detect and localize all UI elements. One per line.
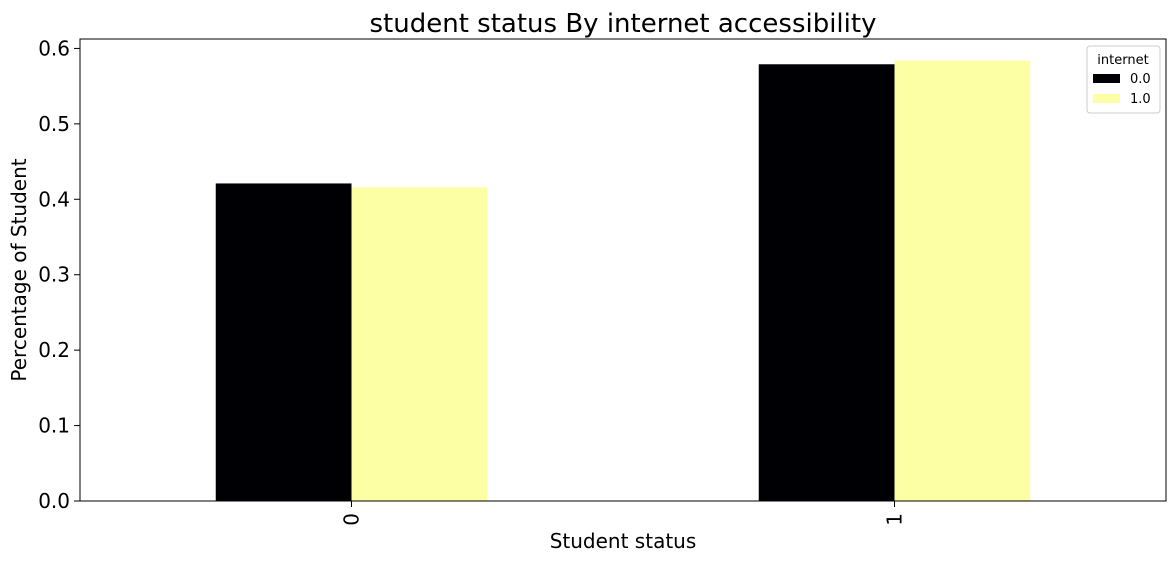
legend-swatch (1093, 94, 1120, 103)
bar-0-series-1.0 (351, 187, 488, 501)
y-axis-label: Percentage of Student (7, 158, 31, 381)
y-tick-label: 0.0 (38, 489, 70, 513)
legend-title: internet (1097, 53, 1148, 68)
x-tick-label: 1 (883, 513, 907, 526)
bars-layer (215, 60, 1031, 502)
legend-entries: 0.01.0 (1093, 72, 1151, 107)
x-axis-label: Student status (550, 529, 697, 553)
legend: internet 0.01.0 (1086, 45, 1161, 114)
y-tick-label: 0.3 (38, 263, 70, 287)
legend-swatch (1093, 74, 1120, 83)
plot-frame (79, 38, 1167, 502)
chart-title: student status By internet accessibility (370, 9, 877, 39)
bar-0-series-0.0 (215, 183, 352, 501)
bar-1-series-0.0 (758, 64, 895, 502)
y-tick-label: 0.6 (38, 36, 70, 60)
bar-1-series-1.0 (894, 60, 1031, 502)
y-tick-label: 0.1 (38, 414, 70, 438)
y-tick-label: 0.2 (38, 338, 70, 362)
y-tick-label: 0.5 (38, 112, 70, 136)
x-tick-label: 0 (340, 513, 364, 526)
y-axis: 0.0 0.1 0.2 0.3 0.4 0.5 0.6 (38, 36, 80, 513)
legend-label: 1.0 (1130, 92, 1151, 107)
legend-label: 0.0 (1130, 72, 1151, 87)
y-tick-label: 0.4 (38, 187, 70, 211)
